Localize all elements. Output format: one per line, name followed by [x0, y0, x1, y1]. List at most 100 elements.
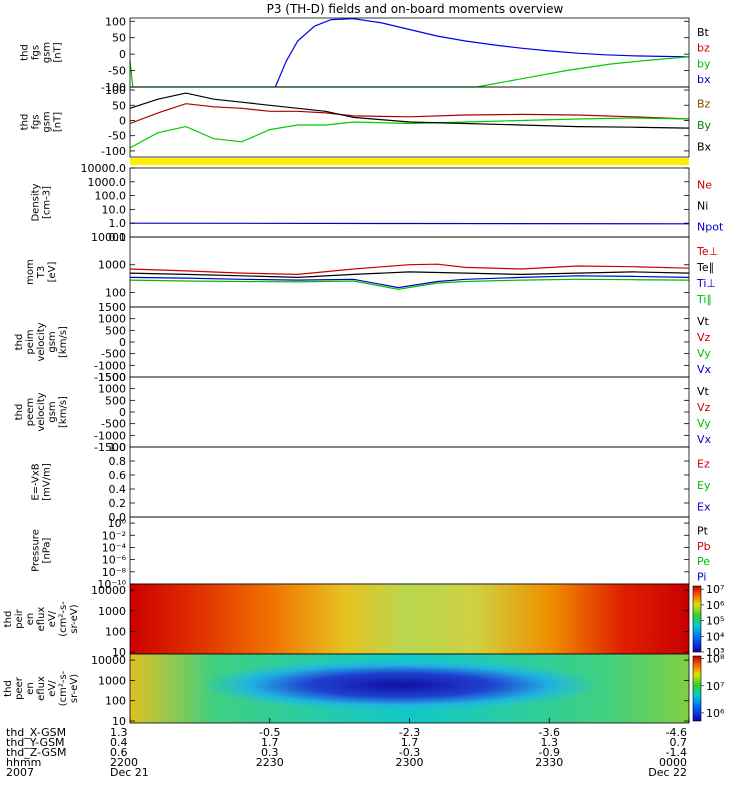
- y-tick-label: 10⁻⁶: [102, 554, 127, 567]
- legend: Te⊥ Te∥ Ti⊥ Ti∥: [696, 245, 718, 306]
- y-axis-label-line: [km/s]: [58, 326, 69, 358]
- y-axis-label: mom T3 [eV]: [25, 259, 58, 285]
- legend-label: Npot: [697, 221, 724, 234]
- y-tick-label: 0.0: [109, 511, 127, 524]
- y-tick-label: 10⁻⁴: [102, 541, 127, 554]
- y-axis-label-line: velocity: [36, 392, 47, 431]
- legend-label: Vt: [697, 385, 710, 398]
- x-tick-label: -0.9: [539, 746, 560, 759]
- y-tick-label: 0: [119, 336, 126, 349]
- y-axis-label-line: thd: [3, 680, 14, 697]
- panel-peer: 10⁸ 10⁷ 10⁶ 10000 1000 100 10 thd peer en eflux eV/…: [3, 653, 725, 728]
- y-tick-label: -1500: [94, 441, 126, 454]
- y-tick-label: 100: [105, 15, 126, 28]
- y-axis-label-line: peer: [14, 676, 25, 700]
- legend-label: Ni: [697, 200, 708, 213]
- y-axis-label-line: T3: [36, 266, 47, 279]
- x-tick-label: -0.3: [399, 746, 420, 759]
- y-tick-label: 1500: [98, 301, 126, 314]
- y-axis-label-line: eflux: [36, 676, 47, 701]
- legend-label: Ti⊥: [696, 277, 716, 290]
- y-axis-label-line: thd: [14, 334, 25, 351]
- y-axis-label-line: gsm: [42, 42, 53, 63]
- y-axis-label-line: Density: [31, 183, 42, 221]
- legend: Ez Ey Ex: [697, 458, 711, 514]
- y-axis-label-line: [mV/m]: [42, 463, 53, 501]
- series-line-by: [129, 56, 690, 88]
- legend-label: Pt: [697, 525, 709, 538]
- colorbar-scale: [692, 585, 702, 653]
- colorbar-peer: 10⁸ 10⁷ 10⁶: [692, 653, 725, 722]
- y-tick-label: 100: [105, 625, 126, 638]
- panel-fgs2: 100 50 0 -50 -100 thd fgs gsm [nT] Bz By Bx: [20, 84, 712, 158]
- panel-frame: [129, 167, 690, 238]
- y-tick-label: 100.0: [95, 190, 127, 203]
- y-axis-label-line: gsm: [42, 111, 53, 132]
- colorbar-peir: 10⁷ 10⁶ 10⁵ 10⁴ 10³: [692, 583, 725, 659]
- legend-label: Pi: [697, 570, 706, 583]
- y-tick-label: 50: [112, 32, 126, 45]
- y-tick-label: 1000: [98, 605, 126, 618]
- y-tick-label: -1000: [94, 359, 126, 372]
- x-tick-label: 1.3: [541, 736, 559, 749]
- legend: Pt Pb Pe Pi: [697, 525, 711, 584]
- y-axis-label-line: mom: [25, 259, 36, 285]
- legend: Bz By Bx: [697, 98, 712, 154]
- y-tick-label: 100: [105, 84, 126, 97]
- y-tick-label: -50: [108, 130, 126, 143]
- x-axis-row-label: hhmm: [6, 756, 41, 769]
- x-tick-label: 0.3: [261, 746, 279, 759]
- y-tick-label: 10⁰: [108, 517, 127, 530]
- y-axis-label-line: en: [25, 682, 36, 695]
- legend-label: Ez: [697, 458, 710, 471]
- colorbar-tick-label: 10⁶: [706, 707, 725, 720]
- legend-label: By: [697, 119, 712, 132]
- chart-title: P3 (TH-D) fields and on-board moments ov…: [267, 2, 564, 16]
- legend-label: Pb: [697, 540, 711, 553]
- x-tick-label: -2.3: [399, 726, 420, 739]
- y-axis-label-line: E=-VxB: [31, 463, 42, 500]
- panel-efield: 1.00.80.60.40.20.0 E=-VxB [mV/m] Ez Ey Ex: [31, 441, 711, 524]
- x-tick-label: Dec 21: [110, 766, 149, 779]
- peer-low-flux-region: [200, 658, 600, 712]
- y-tick-label: 0.8: [109, 455, 127, 468]
- y-axis-label-line: [nT]: [53, 42, 64, 62]
- y-tick-label: 100: [105, 695, 126, 708]
- legend-label: Bz: [697, 98, 711, 111]
- legend-label: Bx: [697, 140, 712, 153]
- y-tick-label: 1500: [98, 371, 126, 384]
- series-line-By: [129, 117, 690, 149]
- legend-label: Vt: [697, 315, 710, 328]
- y-axis-label-line: (cm²-s-: [58, 670, 69, 706]
- series-line-Ti⊥: [129, 275, 690, 289]
- legend-label: Pe: [697, 555, 710, 568]
- y-axis-label-line: fgs: [31, 114, 42, 129]
- y-axis-label-line: [nT]: [53, 112, 64, 132]
- y-tick-label: 1000: [98, 674, 126, 687]
- y-axis-label-line: Pressure: [31, 529, 42, 572]
- colorbar-tick-label: 10⁶: [706, 599, 725, 612]
- y-axis-label-line: thd: [20, 44, 31, 61]
- y-tick-label: 10.0: [102, 203, 127, 216]
- colorbar-scale: [692, 655, 702, 722]
- legend-label: Vz: [697, 401, 711, 414]
- y-tick-label: 500: [105, 324, 126, 337]
- peir-spectrogram: [130, 584, 689, 654]
- y-axis-label-line: [cm-3]: [42, 186, 53, 219]
- y-tick-label: 1.0: [109, 217, 127, 230]
- y-tick-label: 0: [119, 114, 126, 127]
- x-tick-label: -4.6: [666, 726, 687, 739]
- y-axis-label: Density [cm-3]: [31, 183, 53, 221]
- y-axis-label-line: gsm: [47, 331, 58, 352]
- y-axis-label-line: thd: [14, 404, 25, 421]
- y-axis-label: thd peim velocity gsm [km/s]: [14, 322, 69, 361]
- legend-label: Vz: [697, 331, 711, 344]
- y-axis-label-line: peir: [14, 608, 25, 628]
- panel-frame: [129, 306, 690, 378]
- panel-frame: [129, 376, 690, 448]
- series-line-bx: [274, 18, 690, 88]
- x-tick-label: -1.4: [666, 746, 687, 759]
- y-tick-label: 0.1: [109, 231, 127, 244]
- x-tick-label: -0.5: [259, 726, 280, 739]
- legend-label: Ne: [697, 179, 712, 192]
